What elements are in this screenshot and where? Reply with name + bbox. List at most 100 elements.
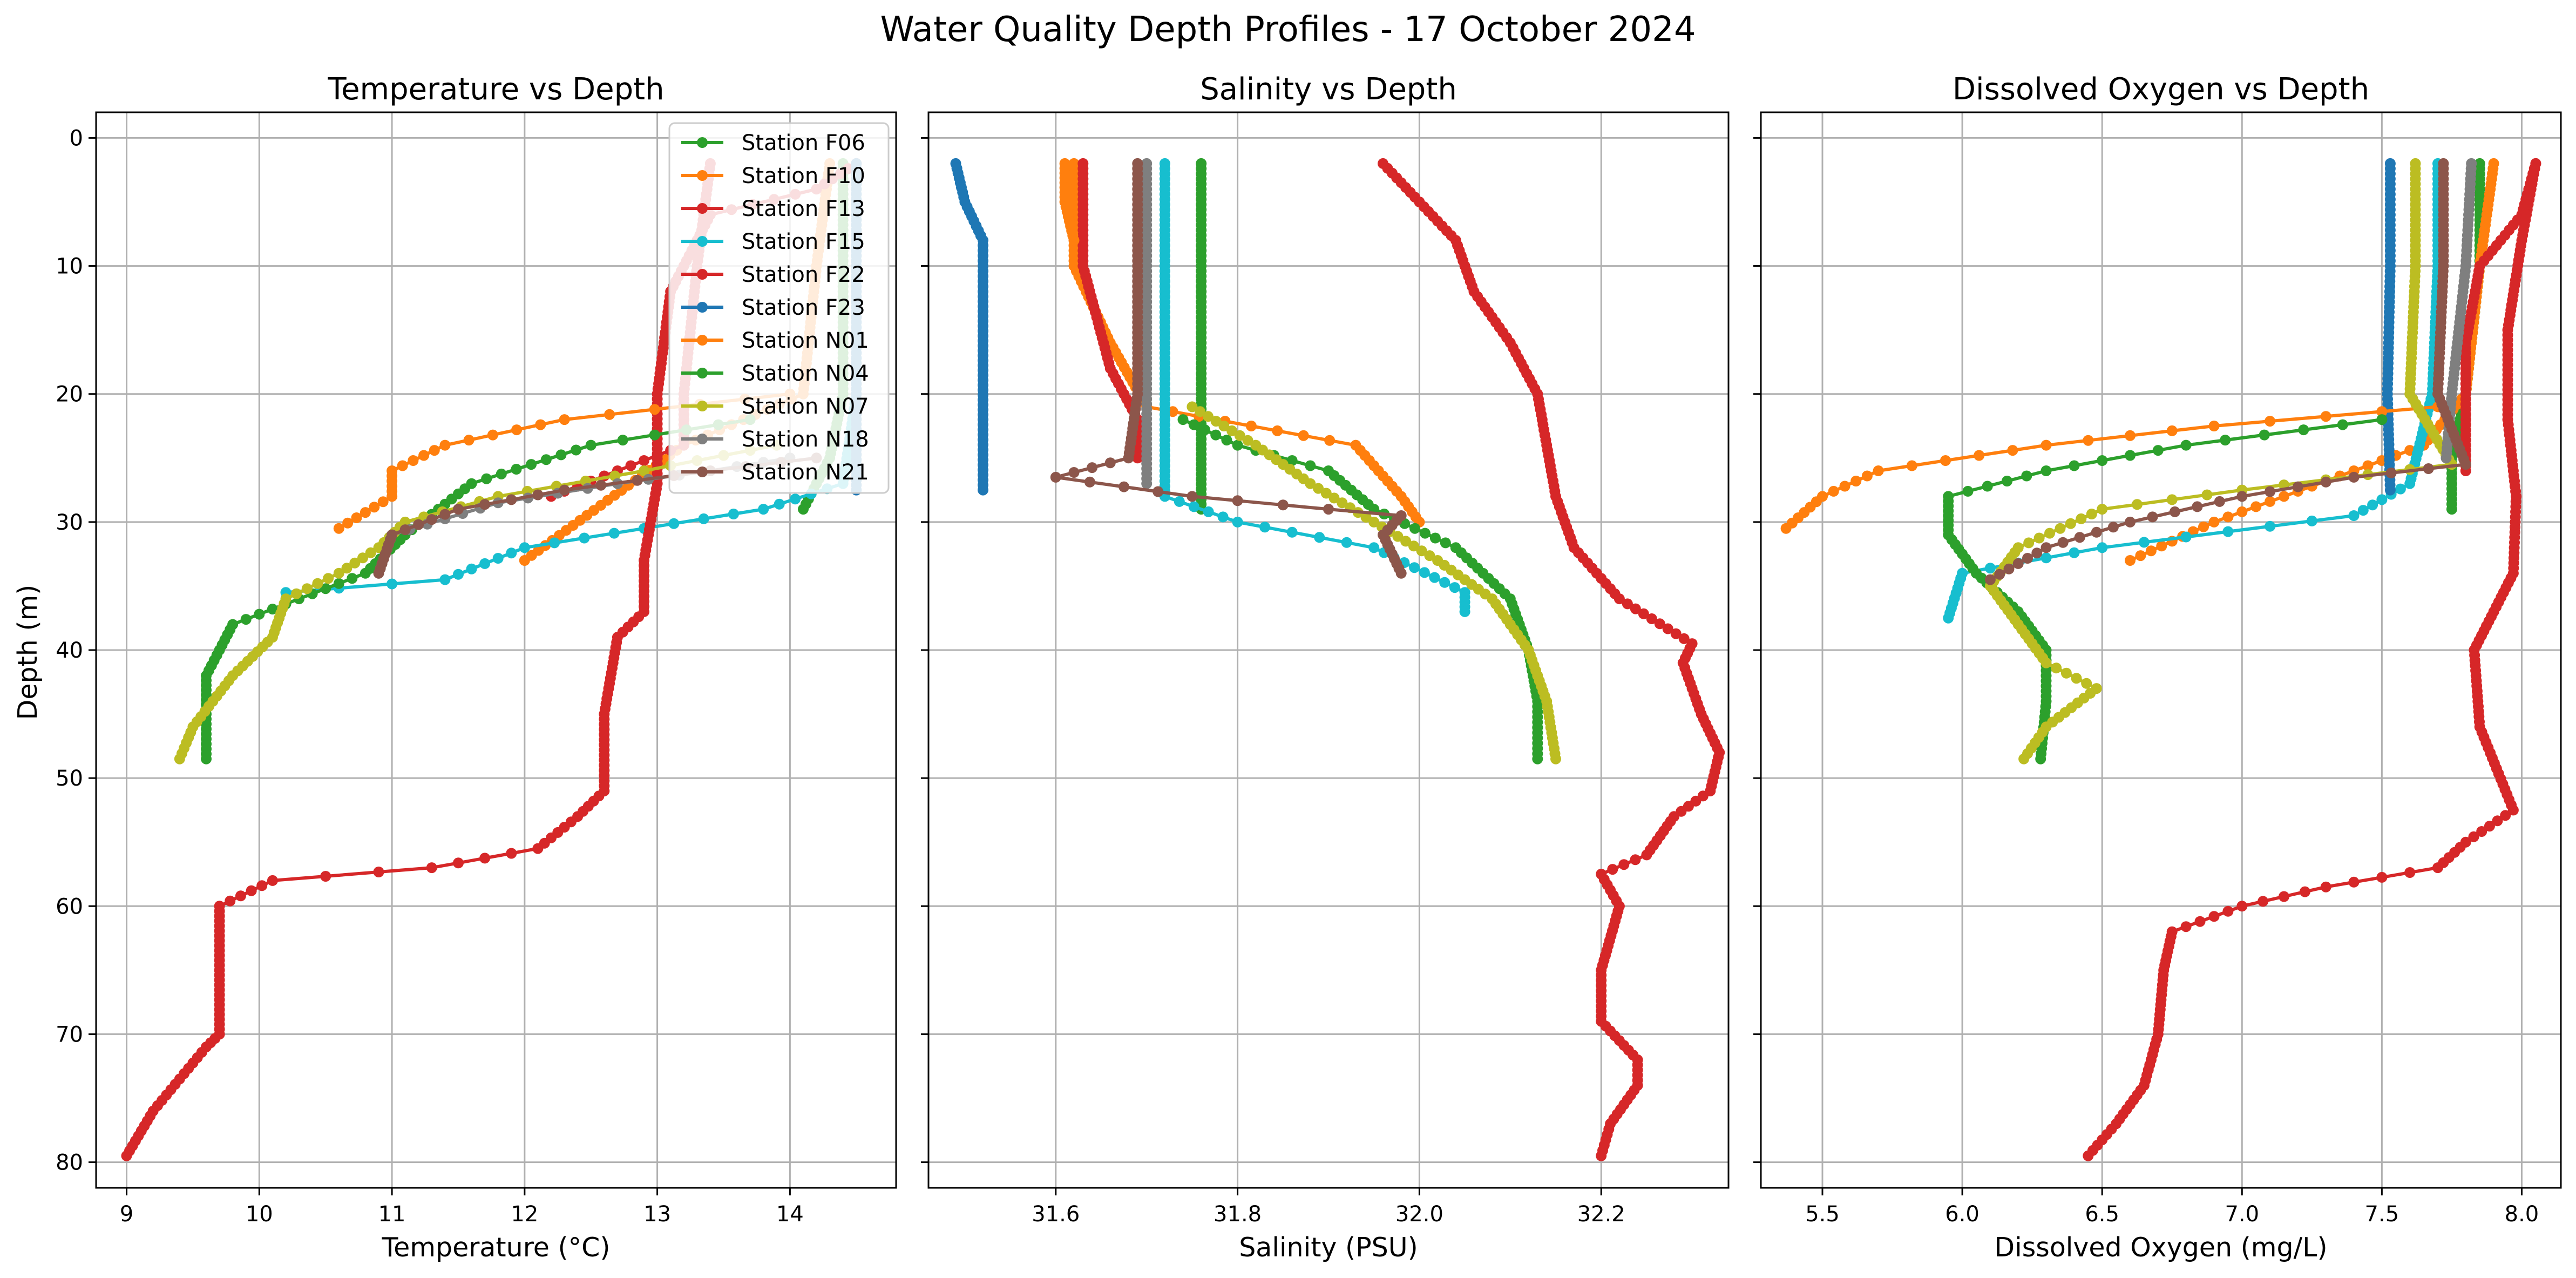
data-point [235, 890, 246, 902]
data-point [429, 445, 440, 456]
data-point [2194, 916, 2206, 927]
legend-entry: Station F23 [681, 295, 865, 320]
legend: Station F06 Station F10 Station F13 Station… [668, 122, 890, 494]
y-tick-label: 60 [56, 894, 83, 919]
data-point [487, 429, 498, 441]
data-point [496, 468, 507, 479]
x-tick-label: 8.0 [2505, 1202, 2539, 1227]
legend-label: Station F22 [742, 262, 865, 287]
data-point [466, 563, 477, 574]
data-point [2222, 526, 2234, 537]
data-point [1940, 455, 1951, 466]
data-point [1286, 455, 1298, 466]
y-tick-label: 80 [56, 1151, 83, 1175]
y-tick-label: 40 [56, 638, 83, 663]
series-line [1381, 162, 1721, 1157]
x-tick-label: 32.2 [1577, 1202, 1625, 1227]
data-point [439, 439, 451, 451]
x-tick-label: 13 [643, 1202, 671, 1227]
data-point [2083, 1150, 2094, 1161]
plot-frame [1760, 111, 2562, 1189]
panel-title: Salinity vs Depth [1200, 72, 1457, 107]
data-point [1221, 435, 1232, 446]
data-point [2265, 486, 2276, 497]
data-point [2069, 460, 2080, 471]
x-tick-label: 12 [511, 1202, 538, 1227]
data-point [2259, 429, 2270, 441]
data-point [291, 588, 302, 599]
legend-marker [697, 170, 708, 181]
panel-title: Dissolved Oxygen vs Depth [1953, 72, 2369, 107]
data-point [2292, 481, 2303, 492]
panels-container: 0 10 20 30 40 50 60 70 80 9 10 11 12 13 14 Temperature … [56, 72, 2562, 1263]
legend-marker [697, 335, 708, 346]
data-point [320, 871, 331, 882]
data-point [2169, 506, 2180, 517]
data-point [2180, 439, 2192, 451]
data-point [121, 1150, 132, 1161]
data-point [301, 583, 313, 594]
legend-label: Station F15 [742, 229, 865, 254]
data-point [2041, 465, 2052, 476]
data-point [333, 523, 344, 534]
data-point [2007, 445, 2018, 456]
x-tick-label: 32.0 [1395, 1202, 1443, 1227]
data-point [1994, 569, 2005, 580]
data-point [1177, 414, 1189, 425]
data-point [2180, 531, 2192, 543]
data-point [2208, 911, 2220, 922]
data-point [668, 518, 680, 529]
data-point [333, 567, 344, 579]
data-point [649, 404, 660, 415]
data-point [453, 504, 464, 515]
data-point [1217, 511, 1229, 523]
data-point [246, 885, 257, 896]
series-station-f13 [1077, 158, 1143, 464]
data-point [2348, 876, 2360, 888]
data-point [649, 429, 660, 441]
plot-frame [927, 111, 1730, 1189]
data-point [1459, 606, 1470, 617]
data-point [174, 753, 185, 765]
legend-label: Station F13 [742, 197, 865, 221]
data-point [2279, 891, 2289, 902]
data-point [2250, 501, 2262, 512]
data-point [2057, 537, 2069, 548]
data-point [1392, 531, 1404, 542]
data-point [2074, 532, 2085, 543]
data-point [2348, 510, 2360, 521]
data-point [1440, 537, 1451, 549]
series-line [1947, 418, 2382, 759]
data-point [526, 459, 537, 470]
data-point [506, 494, 517, 505]
data-point [728, 509, 739, 519]
x-tick-label: 31.8 [1214, 1202, 1262, 1227]
data-point [369, 502, 380, 513]
x-tick-label: 10 [246, 1202, 273, 1227]
data-point [2097, 504, 2108, 515]
data-point [1203, 506, 1214, 517]
series-station-n04 [1177, 414, 1543, 765]
data-point [1982, 481, 1993, 492]
data-point [2299, 886, 2310, 897]
data-point [1906, 460, 1917, 471]
data-point [2125, 430, 2136, 441]
data-point [347, 573, 358, 584]
data-point [1638, 608, 1649, 619]
data-point [1272, 425, 1283, 436]
data-point [1962, 485, 1974, 497]
data-point [1068, 467, 1080, 478]
data-point [2376, 494, 2388, 505]
data-point [555, 449, 567, 461]
data-point [2423, 463, 2434, 474]
data-point [2279, 491, 2289, 502]
legend-entry: Station N21 [681, 460, 869, 485]
data-point [2135, 550, 2146, 562]
data-point [2012, 558, 2024, 569]
data-point [2091, 526, 2102, 538]
data-point [1277, 499, 1289, 511]
data-point [1337, 497, 1348, 509]
data-point [632, 475, 643, 486]
data-point [2152, 445, 2164, 456]
data-point [532, 489, 544, 501]
